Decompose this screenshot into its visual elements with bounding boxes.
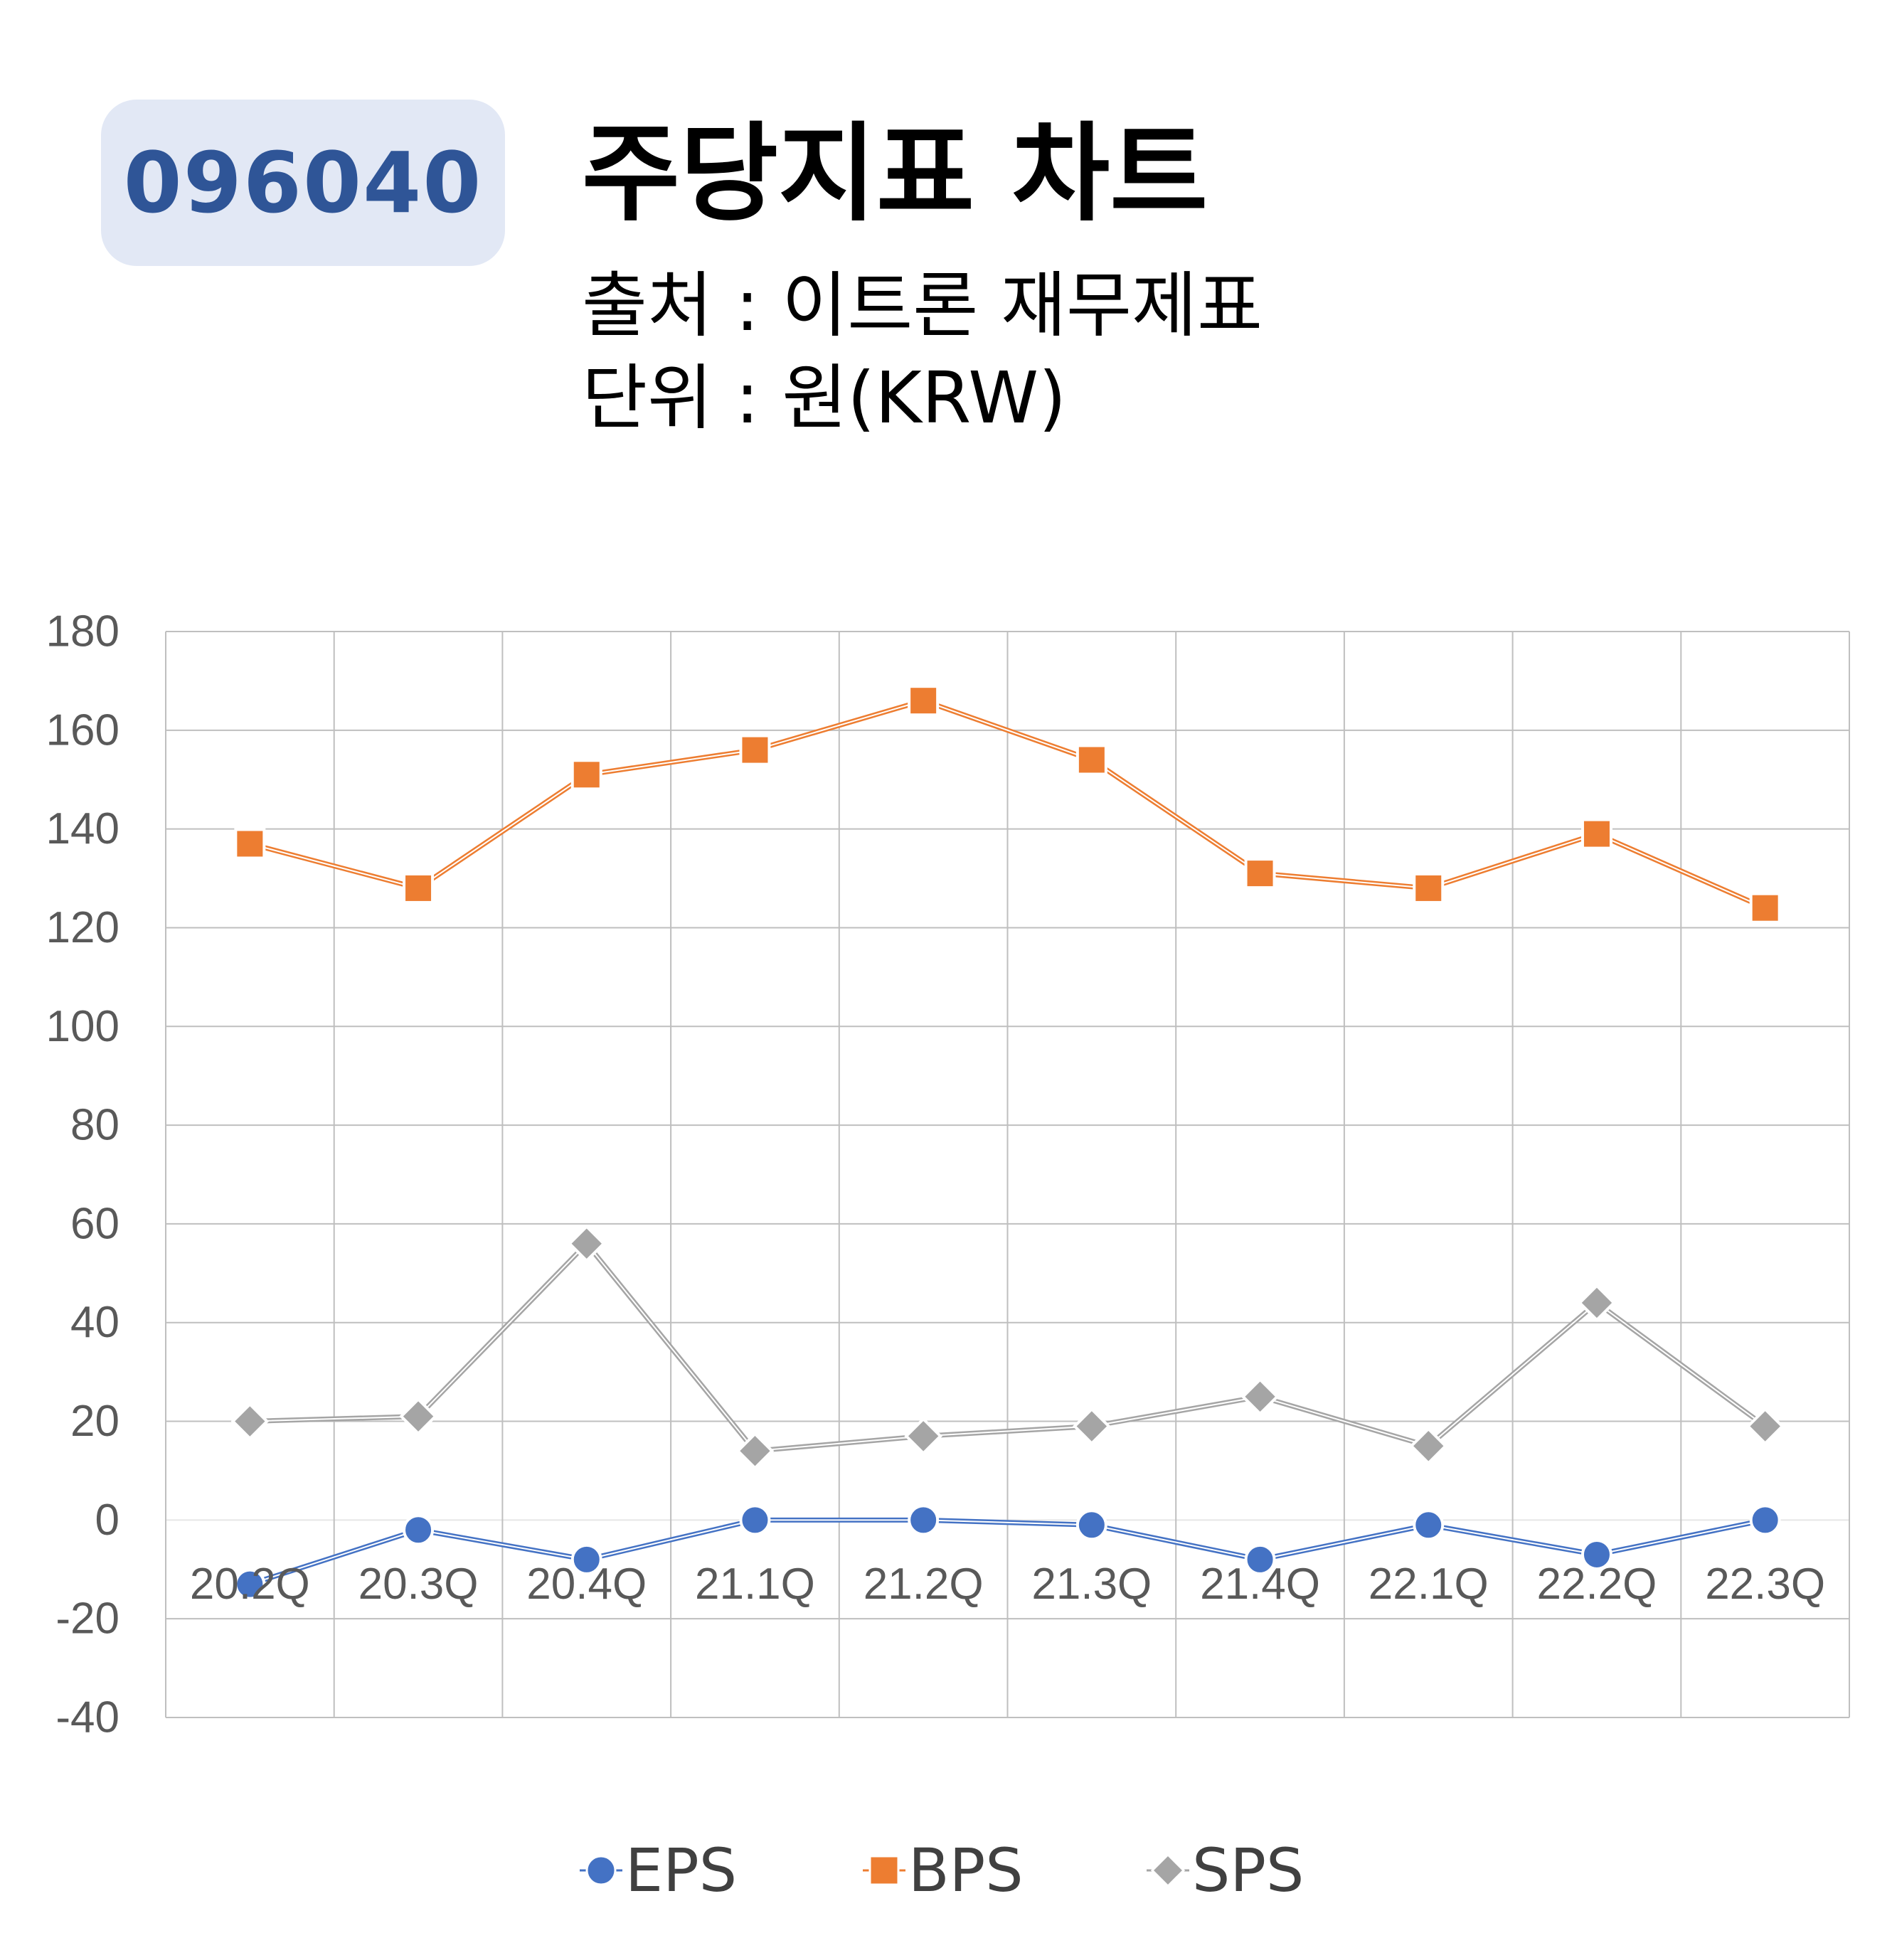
data-point-eps xyxy=(1413,1509,1445,1541)
series-line-highlight-sps xyxy=(250,1242,1766,1452)
y-tick-label: 20 xyxy=(70,1397,119,1446)
y-tick-label: 120 xyxy=(46,903,119,952)
y-tick-label: 140 xyxy=(46,804,119,853)
legend-label-eps: EPS xyxy=(625,1836,738,1905)
data-point-bps xyxy=(1580,818,1612,850)
data-point-sps xyxy=(399,1397,437,1436)
source-note: 출처 : 이트론 재무제표 xyxy=(582,264,1263,347)
data-point-bps xyxy=(1749,892,1781,924)
data-point-sps xyxy=(567,1224,606,1263)
series-layer xyxy=(230,685,1785,1600)
y-tick-label: 40 xyxy=(70,1298,119,1347)
data-point-sps xyxy=(1073,1407,1111,1446)
data-point-bps xyxy=(403,872,435,904)
data-point-bps xyxy=(1413,872,1445,904)
data-point-sps xyxy=(1240,1378,1280,1416)
square-marker-icon xyxy=(863,1855,905,1886)
circle-marker-icon xyxy=(580,1855,622,1886)
x-tick-label: 21.2Q xyxy=(864,1560,984,1609)
y-tick-label: 160 xyxy=(46,705,119,755)
data-point-eps xyxy=(739,1504,771,1536)
x-tick-label: 20.4Q xyxy=(526,1560,647,1609)
y-tick-label: -20 xyxy=(55,1594,119,1644)
data-point-bps xyxy=(1244,858,1276,890)
legend-item-sps: SPS xyxy=(1147,1835,1304,1906)
data-point-eps xyxy=(1749,1504,1781,1536)
y-tick-label: 80 xyxy=(70,1101,119,1150)
y-tick-label: 0 xyxy=(95,1496,119,1545)
data-point-bps xyxy=(908,685,940,717)
data-point-eps xyxy=(403,1514,435,1546)
series-line-highlight-bps xyxy=(250,700,1766,909)
legend-item-eps: EPS xyxy=(580,1835,737,1906)
ticker-badge: 096040 xyxy=(101,100,505,266)
x-axis-ticks: 20.2Q 20.3Q 20.4Q 21.1Q 21.2Q 21.3Q 21.4Q 22.1Q… xyxy=(190,1560,1825,1609)
legend: EPS BPS SPS xyxy=(0,1835,1897,1906)
data-point-bps xyxy=(1075,744,1107,776)
series-eps xyxy=(234,1504,1781,1600)
data-point-sps xyxy=(1578,1284,1616,1322)
x-tick-label: 21.1Q xyxy=(695,1560,815,1609)
x-tick-label: 21.3Q xyxy=(1031,1560,1152,1609)
y-tick-label: 180 xyxy=(46,607,119,656)
y-axis-ticks: -40 -20 0 20 40 60 80 100 120 140 160 180 xyxy=(46,607,119,1742)
page-title: 주당지표 차트 xyxy=(582,112,1208,236)
y-tick-label: -40 xyxy=(55,1693,119,1742)
data-point-sps xyxy=(1409,1427,1448,1466)
data-point-sps xyxy=(904,1417,942,1456)
data-point-eps xyxy=(570,1543,602,1575)
data-point-sps xyxy=(735,1432,775,1471)
data-point-sps xyxy=(230,1402,270,1441)
x-tick-label: 21.4Q xyxy=(1200,1560,1320,1609)
series-line-highlight-eps xyxy=(250,1519,1765,1585)
data-point-sps xyxy=(1745,1407,1785,1446)
legend-label-sps: SPS xyxy=(1192,1836,1304,1905)
data-point-eps xyxy=(234,1568,266,1600)
x-tick-label: 22.3Q xyxy=(1705,1560,1825,1609)
x-tick-label: 22.2Q xyxy=(1536,1560,1657,1609)
data-point-eps xyxy=(908,1504,940,1536)
ticker-code: 096040 xyxy=(123,134,483,232)
series-bps xyxy=(234,685,1781,924)
series-sps xyxy=(230,1224,1785,1471)
diamond-marker-icon xyxy=(1147,1853,1189,1888)
data-point-bps xyxy=(739,734,771,766)
y-tick-label: 60 xyxy=(70,1199,119,1248)
legend-label-bps: BPS xyxy=(908,1836,1024,1905)
y-tick-label: 100 xyxy=(46,1002,119,1051)
x-tick-label: 20.3Q xyxy=(358,1560,479,1609)
data-point-eps xyxy=(1580,1538,1612,1570)
legend-item-bps: BPS xyxy=(863,1835,1024,1906)
data-point-eps xyxy=(1244,1543,1276,1575)
unit-note: 단위 : 원(KRW) xyxy=(582,356,1067,440)
x-tick-label: 20.2Q xyxy=(190,1560,310,1609)
data-point-bps xyxy=(234,828,266,860)
x-tick-label: 22.1Q xyxy=(1369,1560,1489,1609)
data-point-eps xyxy=(1075,1509,1107,1541)
data-point-bps xyxy=(570,759,602,791)
